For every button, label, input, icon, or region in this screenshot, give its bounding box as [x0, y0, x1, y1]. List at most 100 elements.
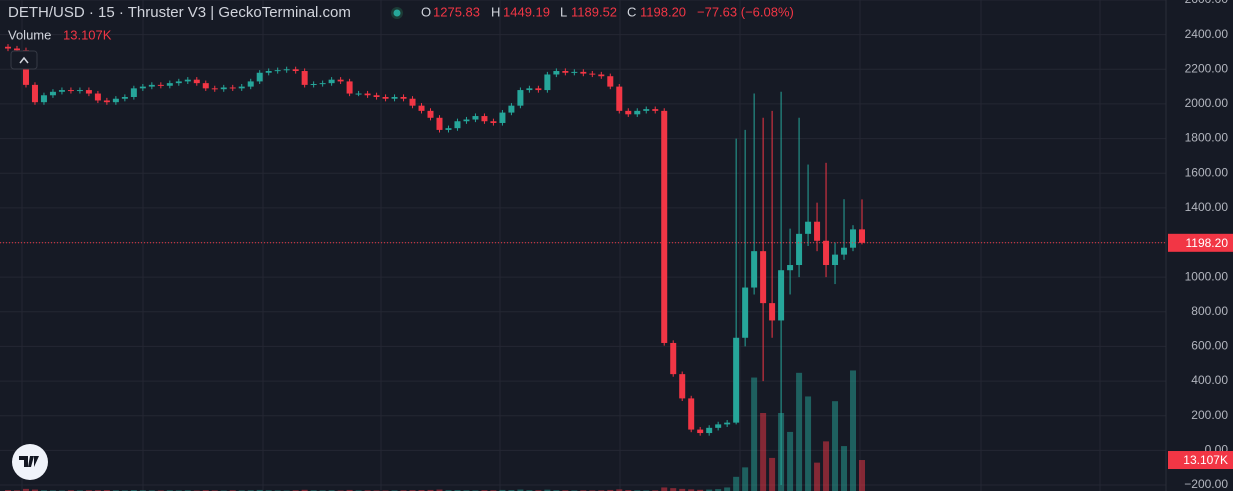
volume-bar — [688, 489, 695, 491]
candle-body — [733, 337, 740, 423]
volume-bar — [22, 488, 29, 491]
candle-body — [247, 81, 254, 87]
candle-body — [382, 97, 389, 99]
y-tick-label: 1400.00 — [1185, 200, 1229, 214]
candle-body — [130, 88, 137, 97]
candle-body — [166, 83, 173, 86]
candle-body — [139, 86, 146, 89]
volume-bar — [706, 489, 713, 491]
y-tick-label: 2400.00 — [1185, 27, 1229, 41]
symbol-title: DETH/USD · 15 · Thruster V3 | GeckoTermi… — [8, 4, 351, 21]
candle-body — [292, 69, 299, 72]
candle-body — [823, 240, 830, 266]
y-tick-label: 2000.00 — [1185, 96, 1229, 110]
candle-body — [454, 121, 461, 129]
volume-bar — [607, 489, 614, 491]
candle-body — [472, 116, 479, 120]
volume-bar — [760, 413, 767, 491]
low-key: L — [560, 4, 567, 19]
volume-bar — [670, 488, 677, 491]
y-tick-label: 1800.00 — [1185, 131, 1229, 145]
candle-body — [328, 79, 335, 84]
y-tick-label: 400.00 — [1191, 373, 1228, 387]
candle-body — [310, 84, 317, 86]
candle-body — [589, 73, 596, 75]
volume-bar — [256, 489, 263, 491]
candle-body — [283, 69, 290, 71]
volume-value: 13.107K — [63, 27, 112, 42]
candle-body — [13, 48, 20, 51]
candle-body — [355, 93, 362, 95]
candle-body — [481, 116, 488, 122]
volume-bar — [841, 446, 848, 491]
candle-body — [175, 81, 182, 84]
collapse-button-box[interactable] — [10, 50, 38, 70]
candle-body — [706, 427, 713, 434]
volume-bar — [679, 488, 686, 491]
candle-body — [544, 74, 551, 91]
volume-bar — [832, 401, 839, 491]
candle-body — [157, 84, 164, 86]
candle-body — [508, 105, 515, 113]
candle-body — [850, 229, 857, 248]
close-key: C — [627, 4, 636, 19]
candle-body — [643, 109, 650, 111]
candle-body — [211, 88, 218, 90]
volume-bar — [823, 441, 830, 491]
candle-body — [256, 72, 263, 82]
volume-bar — [697, 489, 704, 491]
candle-body — [400, 97, 407, 99]
last-volume-label: 13.107K — [1183, 453, 1228, 467]
candle-body — [787, 265, 794, 271]
price-axis: 2600.00 2400.00 2200.00 2000.00 1800.00 1600.… — [1168, 0, 1233, 491]
candle-body — [202, 83, 209, 89]
y-tick-label: −200.00 — [1184, 477, 1228, 491]
vertical-grid — [21, 0, 1101, 491]
candle-body — [688, 398, 695, 430]
candle-body — [805, 221, 812, 234]
high-value: 1449.19 — [503, 4, 550, 19]
candle-body — [607, 76, 614, 87]
collapse-button[interactable] — [10, 50, 38, 70]
candle-body — [796, 233, 803, 266]
candle-body — [616, 86, 623, 111]
candle-body — [364, 93, 371, 96]
candle-body — [832, 254, 839, 266]
candle-body — [391, 97, 398, 99]
candle-body — [778, 270, 785, 321]
candle-body — [373, 95, 380, 97]
candle-body — [148, 84, 155, 87]
candle-body — [679, 374, 686, 399]
candle-body — [31, 84, 38, 103]
candle-body — [193, 79, 200, 84]
volume-bar — [346, 489, 353, 491]
tradingview-logo[interactable] — [12, 444, 48, 480]
candle-body — [427, 110, 434, 118]
volume-bar — [301, 489, 308, 491]
logo-mark[interactable] — [19, 456, 39, 467]
volume-bar — [805, 396, 812, 491]
candles — [5, 44, 865, 485]
collapse-icon[interactable] — [19, 56, 29, 64]
y-tick-label: 1600.00 — [1185, 165, 1229, 179]
volume-bar — [814, 462, 821, 491]
candle-body — [436, 117, 443, 130]
y-tick-label: 1000.00 — [1185, 269, 1229, 283]
volume-bar — [661, 487, 668, 491]
candle-body — [526, 88, 533, 91]
candle-body — [220, 87, 227, 90]
candle-body — [274, 70, 281, 72]
y-tick-label: 2600.00 — [1185, 0, 1229, 6]
candle-body — [58, 90, 65, 92]
volume-bar — [724, 487, 731, 491]
last-price-label: 1198.20 — [1186, 236, 1229, 250]
volume-bar — [544, 489, 551, 491]
candle-body — [49, 91, 56, 96]
volume-bar — [733, 476, 740, 491]
high-key: H — [491, 4, 500, 19]
y-tick-label: 800.00 — [1191, 304, 1228, 318]
volume-bar — [31, 489, 38, 491]
candle-body — [76, 90, 83, 92]
